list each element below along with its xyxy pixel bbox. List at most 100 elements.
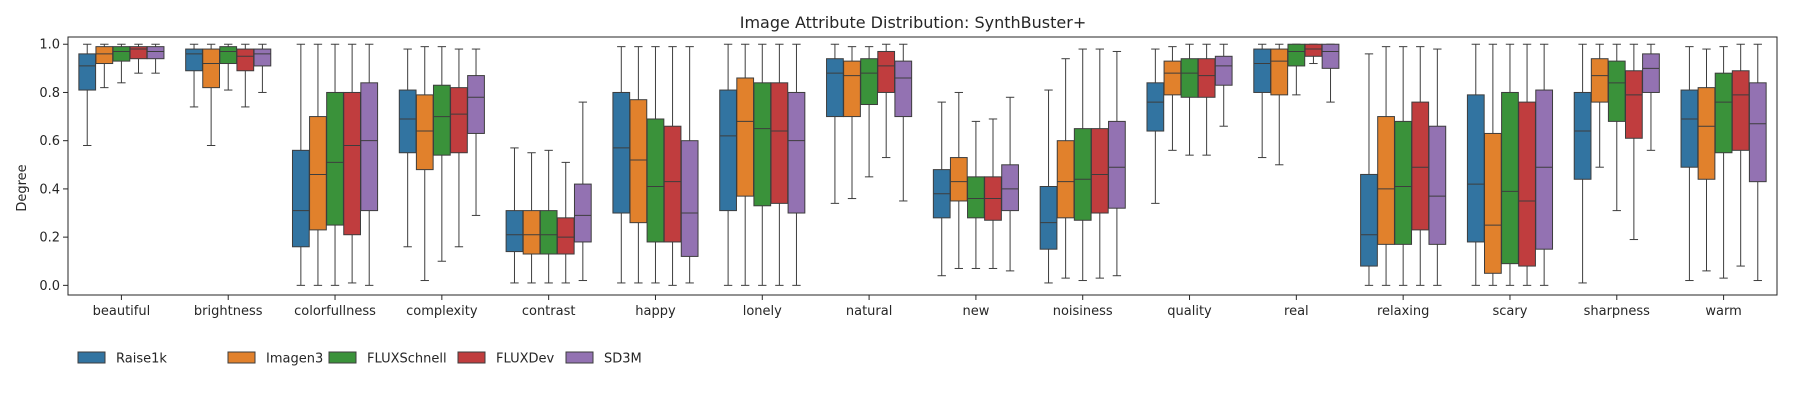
box-body <box>1360 173 1378 267</box>
box-body <box>753 82 772 207</box>
x-tick-label: real <box>1284 304 1309 319</box>
box-body <box>95 46 114 65</box>
box-sd3m-lonely <box>787 43 806 286</box>
legend-item-sd3m: SD3M <box>565 351 642 367</box>
box-imagen3-warm <box>1697 48 1716 272</box>
box-body <box>112 46 131 62</box>
box-raise1k-sharpness <box>1573 43 1592 284</box>
box-fluxschnell-complexity <box>432 46 451 262</box>
box-fluxdev-complexity <box>450 48 468 248</box>
legend-swatch <box>457 351 486 364</box>
box-raise1k-complexity <box>398 48 417 248</box>
y-tick-label: 0.8 <box>39 86 60 101</box>
legend-label: FLUXDev <box>496 352 555 367</box>
box-imagen3-happy <box>629 46 648 284</box>
box-body <box>1466 94 1485 243</box>
legend: Raise1k Imagen3 FLUXSchnell FLUXDev SD3M <box>77 351 642 367</box>
box-sd3m-happy <box>680 46 699 284</box>
box-fluxdev-natural <box>877 43 896 159</box>
box-fluxschnell-colorfullness <box>326 43 344 286</box>
box-body <box>949 157 968 202</box>
box-imagen3-natural <box>843 46 861 200</box>
box-imagen3-relaxing <box>1377 46 1395 286</box>
box-body <box>219 46 238 65</box>
box-body <box>343 91 361 236</box>
box-body <box>1056 140 1075 219</box>
box-body <box>1253 48 1272 93</box>
box-body <box>1590 58 1609 103</box>
box-sd3m-contrast <box>573 101 592 282</box>
box-raise1k-relaxing <box>1360 53 1378 286</box>
box-body <box>770 82 789 204</box>
legend-label: Raise1k <box>116 352 167 367</box>
box-fluxdev-warm <box>1731 43 1750 267</box>
box-fluxdev-sharpness <box>1624 43 1643 241</box>
box-body <box>1197 58 1216 98</box>
box-body <box>398 89 417 154</box>
x-tick-label: warm <box>1705 304 1741 319</box>
box-body <box>1680 89 1699 168</box>
box-body <box>1321 43 1340 69</box>
legend-label: SD3M <box>604 352 642 367</box>
box-body <box>78 53 97 91</box>
box-body <box>1214 55 1233 86</box>
box-body <box>360 82 379 212</box>
box-body <box>1073 128 1092 221</box>
box-raise1k-new <box>932 101 951 277</box>
box-body <box>1108 120 1126 209</box>
box-fluxdev-real <box>1304 43 1323 65</box>
box-body <box>663 125 682 243</box>
box-body <box>1501 91 1519 265</box>
box-fluxdev-relaxing <box>1411 46 1430 286</box>
x-tick-label: beautiful <box>93 304 151 319</box>
box-body <box>309 116 327 231</box>
box-sd3m-colorfullness <box>360 43 379 286</box>
x-tick-label: sharpness <box>1584 304 1651 319</box>
x-tick-label: happy <box>635 304 676 319</box>
box-body <box>1394 120 1413 245</box>
box-body <box>1163 60 1182 96</box>
box-sd3m-new <box>1001 96 1019 272</box>
legend-swatch <box>77 351 106 364</box>
box-body <box>1428 125 1447 245</box>
box-body <box>1697 87 1716 180</box>
plot-area: 0.0 0.2 0.4 0.6 0.8 1.0 beautiful brightness col… <box>39 38 1767 319</box>
box-body <box>467 75 485 134</box>
box-fluxschnell-quality <box>1180 43 1199 156</box>
box-body <box>129 46 148 60</box>
legend-label: Imagen3 <box>266 352 323 367</box>
y-tick-label: 0.6 <box>39 134 60 149</box>
box-body <box>1642 53 1660 93</box>
x-tick-label: lonely <box>743 304 782 319</box>
box-fluxschnell-real <box>1287 43 1306 96</box>
box-fluxschnell-contrast <box>539 149 558 284</box>
box-body <box>415 94 434 171</box>
box-body <box>505 210 524 253</box>
y-tick-label: 0.4 <box>39 182 60 197</box>
box-body <box>1411 101 1430 231</box>
legend-item-fluxschnell: FLUXSchnell <box>328 351 447 367</box>
box-fluxschnell-beautiful <box>112 43 131 84</box>
box-body <box>1180 58 1199 98</box>
legend-swatch <box>227 351 256 364</box>
y-tick-label: 0.0 <box>39 279 60 294</box>
box-body <box>1270 48 1289 96</box>
box-imagen3-scary <box>1484 43 1502 286</box>
box-sd3m-scary <box>1535 43 1554 286</box>
box-body <box>1146 82 1165 132</box>
box-body <box>1748 82 1767 183</box>
x-tick-label: natural <box>846 304 892 319</box>
box-sd3m-noisiness <box>1108 50 1126 277</box>
box-body <box>326 91 344 226</box>
box-fluxdev-scary <box>1518 43 1536 286</box>
box-body <box>1714 72 1733 154</box>
box-raise1k-lonely <box>719 43 737 286</box>
box-body <box>522 210 541 255</box>
box-fluxdev-beautiful <box>129 43 148 74</box>
box-body <box>236 48 255 72</box>
box-body <box>1624 70 1643 139</box>
box-fluxdev-colorfullness <box>343 43 361 284</box>
box-body <box>629 99 648 224</box>
box-body <box>432 84 451 156</box>
